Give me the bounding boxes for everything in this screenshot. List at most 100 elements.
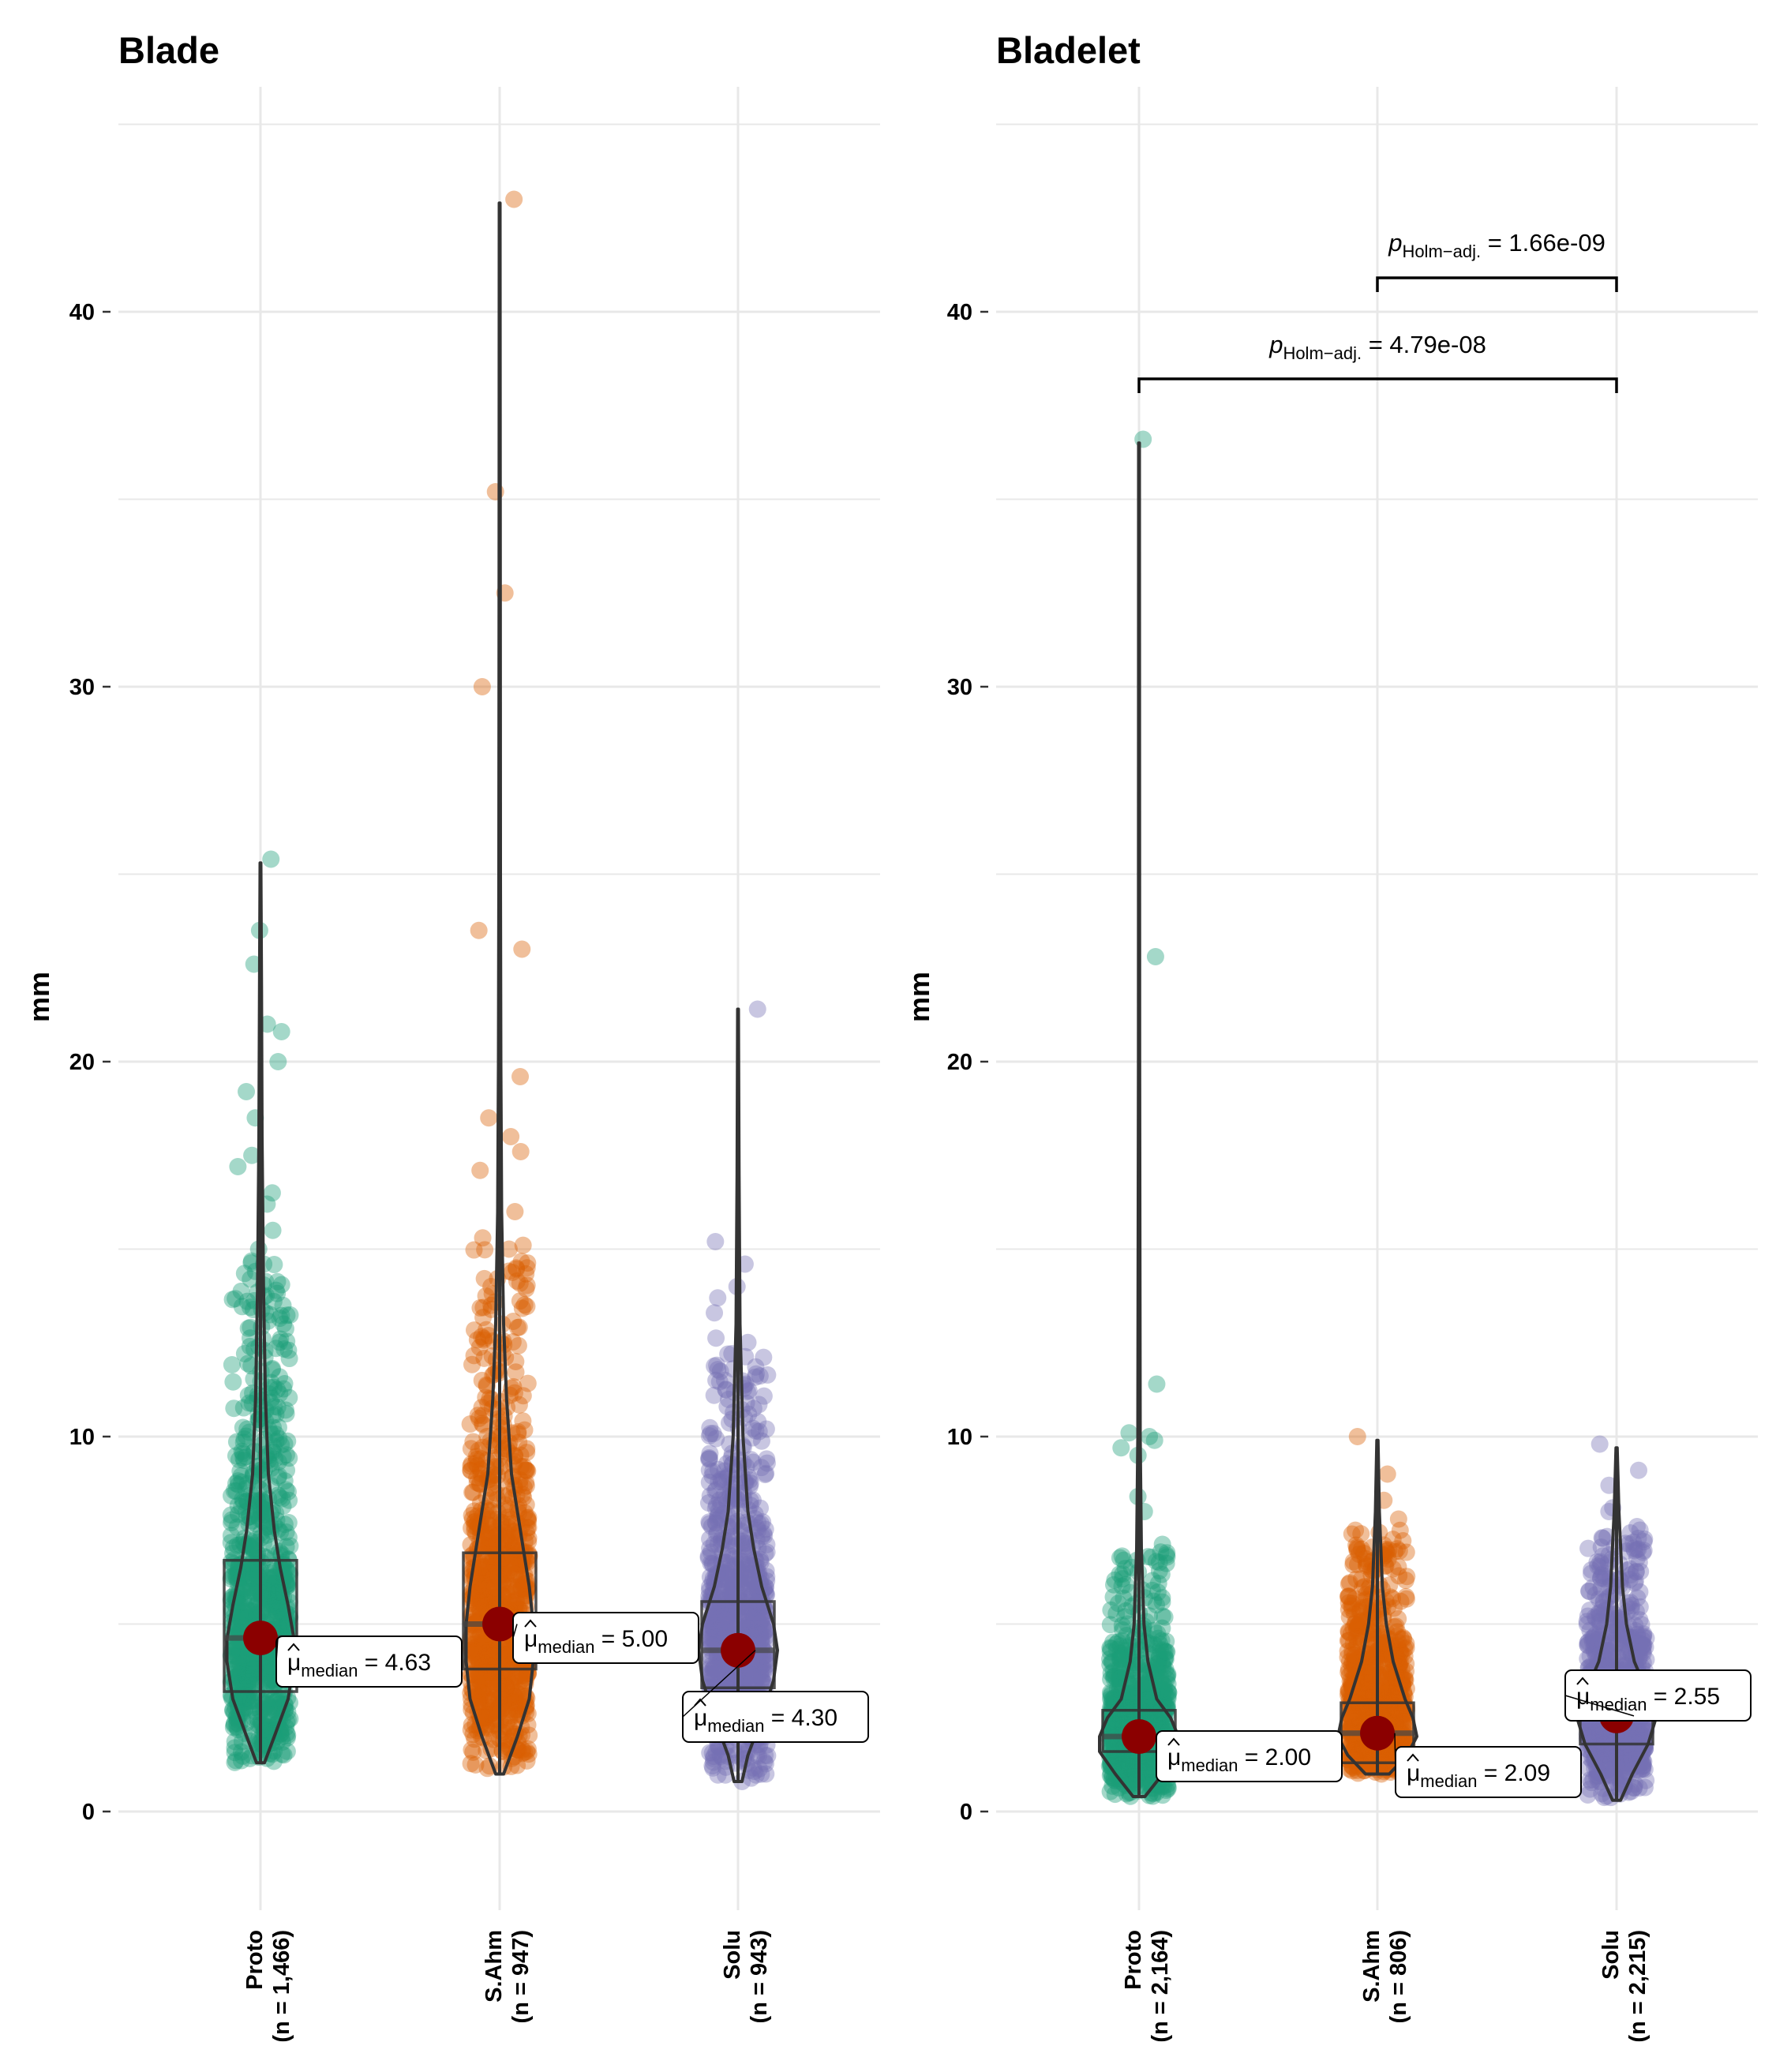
data-point: [245, 1699, 263, 1717]
data-point: [268, 1692, 287, 1710]
data-point: [235, 1663, 253, 1681]
data-point: [279, 1514, 298, 1532]
data-point: [279, 1482, 297, 1501]
data-point: [741, 1497, 759, 1515]
data-point: [264, 1437, 283, 1456]
data-point: [244, 1674, 262, 1692]
data-point: [268, 1612, 287, 1630]
data-point: [267, 1574, 285, 1592]
data-point: [264, 1359, 282, 1377]
data-point: [508, 1318, 526, 1336]
data-point: [234, 1448, 253, 1467]
data-point: [268, 1272, 287, 1291]
data-point: [263, 1361, 281, 1379]
data-point: [244, 1664, 262, 1682]
data-point: [239, 1386, 257, 1404]
data-point: [495, 1646, 513, 1664]
data-point: [716, 1607, 734, 1625]
median-point: [482, 1606, 517, 1642]
data-point: [275, 1516, 294, 1534]
data-point: [229, 1497, 247, 1515]
data-point: [266, 1578, 284, 1596]
data-point: [474, 1581, 492, 1599]
x-tick-n-label: (n = 947): [508, 1930, 534, 2023]
data-point: [261, 1578, 279, 1596]
data-point: [273, 1745, 291, 1763]
data-point: [268, 1398, 287, 1416]
data-point: [242, 1329, 260, 1347]
data-point: [234, 1418, 252, 1437]
data-point: [236, 1647, 254, 1665]
data-point: [227, 1668, 245, 1686]
data-point: [227, 1474, 245, 1493]
data-point: [1104, 1633, 1122, 1651]
outlier-point: [1146, 948, 1164, 965]
data-point: [269, 1594, 287, 1613]
median-point: [1122, 1719, 1156, 1754]
data-point: [261, 1564, 279, 1582]
data-point: [245, 1340, 264, 1358]
data-point: [267, 1596, 285, 1614]
data-point: [1378, 1691, 1396, 1709]
data-point: [254, 1506, 272, 1524]
data-point: [275, 1621, 294, 1639]
data-point: [232, 1676, 250, 1694]
data-point: [273, 1489, 291, 1508]
outlier-point: [275, 1315, 293, 1333]
data-point: [518, 1509, 536, 1527]
data-point: [1113, 1547, 1131, 1565]
data-point: [271, 1594, 289, 1613]
outlier-point: [502, 1128, 520, 1145]
data-point: [1147, 1553, 1165, 1571]
data-point: [261, 1658, 279, 1676]
data-point: [265, 1256, 283, 1274]
data-point: [750, 1422, 768, 1441]
data-point: [233, 1442, 251, 1460]
data-point: [519, 1462, 537, 1480]
outlier-point: [229, 1158, 247, 1175]
data-point: [238, 1692, 257, 1710]
y-tick-label: 0: [82, 1800, 95, 1825]
data-point: [245, 1370, 263, 1388]
data-point: [1137, 1759, 1156, 1778]
data-point: [268, 1692, 286, 1710]
x-tick-group-name: Solu: [720, 1930, 745, 1980]
data-point: [271, 1488, 289, 1506]
data-point: [279, 1726, 297, 1744]
data-point: [264, 1562, 283, 1580]
data-point: [249, 1576, 268, 1594]
data-point: [258, 1580, 276, 1598]
x-tick-label: S.Ahm(n = 806): [1359, 1930, 1411, 2023]
data-point: [518, 1752, 536, 1770]
data-point: [273, 1733, 291, 1751]
data-point: [258, 1718, 276, 1736]
data-point: [249, 1716, 268, 1734]
data-point: [758, 1450, 776, 1468]
outlier-point: [1134, 430, 1152, 448]
data-point: [230, 1643, 249, 1662]
data-point: [227, 1433, 245, 1451]
data-point: [268, 1284, 287, 1302]
data-point: [262, 1663, 280, 1681]
data-point: [222, 1570, 240, 1588]
data-point: [238, 1292, 257, 1310]
data-point: [281, 1537, 299, 1555]
data-point: [274, 1448, 292, 1466]
data-point: [234, 1583, 253, 1601]
data-point: [1339, 1648, 1357, 1666]
data-point: [245, 1540, 263, 1558]
data-point: [750, 1396, 768, 1414]
data-point: [272, 1436, 290, 1454]
outlier-point: [748, 1000, 766, 1018]
data-point: [254, 1602, 272, 1620]
data-point: [1101, 1655, 1119, 1673]
data-point: [264, 1587, 283, 1605]
data-point: [249, 1731, 268, 1749]
data-point: [244, 1569, 262, 1587]
data-point: [238, 1492, 256, 1510]
x-tick-label: Proto(n = 2,164): [1121, 1930, 1173, 2043]
data-point: [262, 1578, 280, 1596]
data-point: [222, 1527, 240, 1545]
data-point: [1156, 1608, 1174, 1626]
data-point: [236, 1575, 254, 1593]
